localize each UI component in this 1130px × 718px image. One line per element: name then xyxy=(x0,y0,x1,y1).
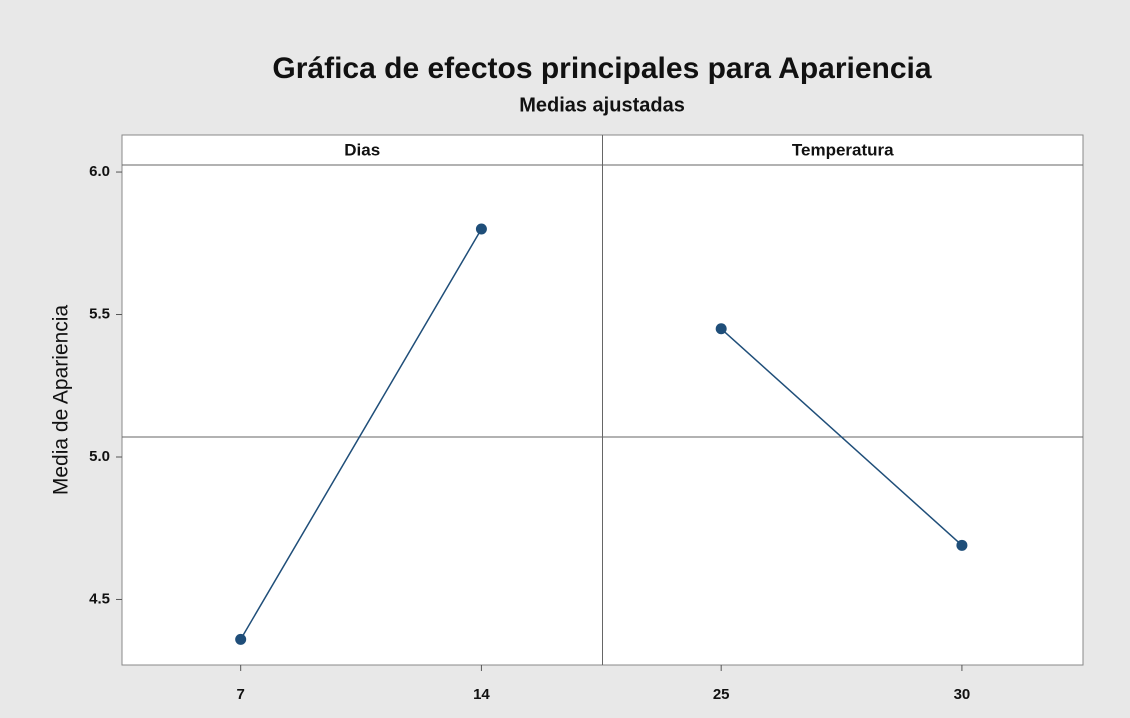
line xyxy=(240,228,483,640)
point xyxy=(475,223,487,235)
x-tick-label: 7 xyxy=(237,686,245,703)
line xyxy=(720,328,963,546)
y-tick-label: 6.0 xyxy=(89,163,110,180)
point xyxy=(235,633,247,645)
chart-title: Gráfica de efectos principales para Apar… xyxy=(272,52,931,85)
y-tick-label: 5.0 xyxy=(89,448,110,465)
y-tick-label: 4.5 xyxy=(89,590,110,607)
x-tick-label: 14 xyxy=(473,686,490,703)
panel-label: Temperatura xyxy=(792,140,894,159)
chart-subtitle: Medias ajustadas xyxy=(519,94,685,116)
x-tick-label: 30 xyxy=(954,686,971,703)
x-tick-label: 25 xyxy=(713,686,730,703)
point xyxy=(715,323,727,335)
point xyxy=(956,539,968,551)
y-axis-label: Media de Apariencia xyxy=(50,305,73,496)
y-tick-label: 5.5 xyxy=(89,305,110,322)
panel-label: Dias xyxy=(344,140,380,159)
